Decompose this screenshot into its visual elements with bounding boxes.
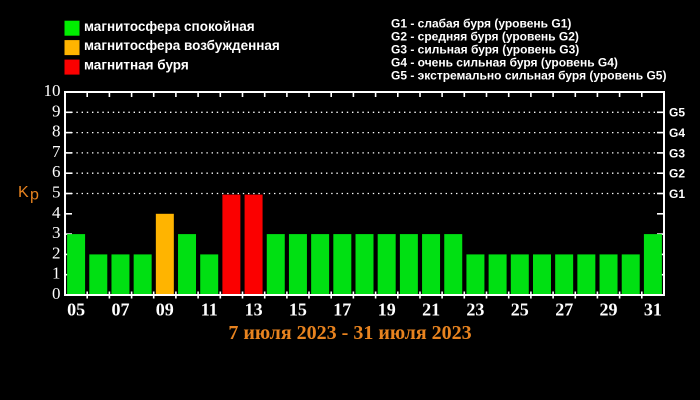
svg-text:25: 25 <box>511 300 529 320</box>
svg-text:07: 07 <box>112 300 130 320</box>
svg-text:11: 11 <box>201 300 218 320</box>
svg-text:1: 1 <box>52 264 61 283</box>
svg-text:13: 13 <box>245 300 263 320</box>
svg-text:05: 05 <box>67 300 85 320</box>
svg-text:2: 2 <box>52 243 61 262</box>
svg-text:09: 09 <box>156 300 174 320</box>
svg-text:магнитная буря: магнитная буря <box>84 58 189 73</box>
svg-text:29: 29 <box>600 300 618 320</box>
svg-text:G1: G1 <box>669 187 685 201</box>
svg-text:9: 9 <box>52 101 61 120</box>
svg-text:7: 7 <box>52 142 61 161</box>
svg-text:7 июля 2023 - 31 июля 2023: 7 июля 2023 - 31 июля 2023 <box>228 322 471 344</box>
svg-text:4: 4 <box>52 203 61 222</box>
svg-text:G4 - очень сильная буря (урове: G4 - очень сильная буря (уровень G4) <box>391 56 618 70</box>
svg-text:5: 5 <box>52 183 61 202</box>
svg-text:23: 23 <box>466 300 484 320</box>
svg-text:G1 - слабая буря (уровень G1): G1 - слабая буря (уровень G1) <box>391 17 571 31</box>
svg-text:G4: G4 <box>669 126 685 140</box>
svg-text:G2 - средняя буря (уровень G2): G2 - средняя буря (уровень G2) <box>391 30 579 44</box>
svg-text:G3 - сильная буря (уровень G3): G3 - сильная буря (уровень G3) <box>391 43 579 57</box>
svg-text:магнитосфера возбужденная: магнитосфера возбужденная <box>84 38 280 53</box>
svg-text:Kp: Kp <box>18 184 39 204</box>
svg-text:8: 8 <box>52 122 61 141</box>
svg-text:27: 27 <box>555 300 573 320</box>
svg-text:17: 17 <box>333 300 351 320</box>
svg-text:G5 - экстремально сильная буря: G5 - экстремально сильная буря (уровень … <box>391 69 666 83</box>
svg-text:15: 15 <box>289 300 307 320</box>
svg-text:G2: G2 <box>669 167 685 181</box>
svg-text:19: 19 <box>378 300 396 320</box>
svg-text:31: 31 <box>644 300 662 320</box>
svg-text:21: 21 <box>422 300 440 320</box>
svg-text:10: 10 <box>44 81 61 100</box>
svg-text:G3: G3 <box>669 146 685 160</box>
svg-text:G5: G5 <box>669 106 685 120</box>
svg-text:3: 3 <box>52 223 61 242</box>
svg-text:магнитосфера спокойная: магнитосфера спокойная <box>84 19 255 34</box>
svg-text:6: 6 <box>52 162 61 181</box>
svg-text:0: 0 <box>52 284 61 303</box>
